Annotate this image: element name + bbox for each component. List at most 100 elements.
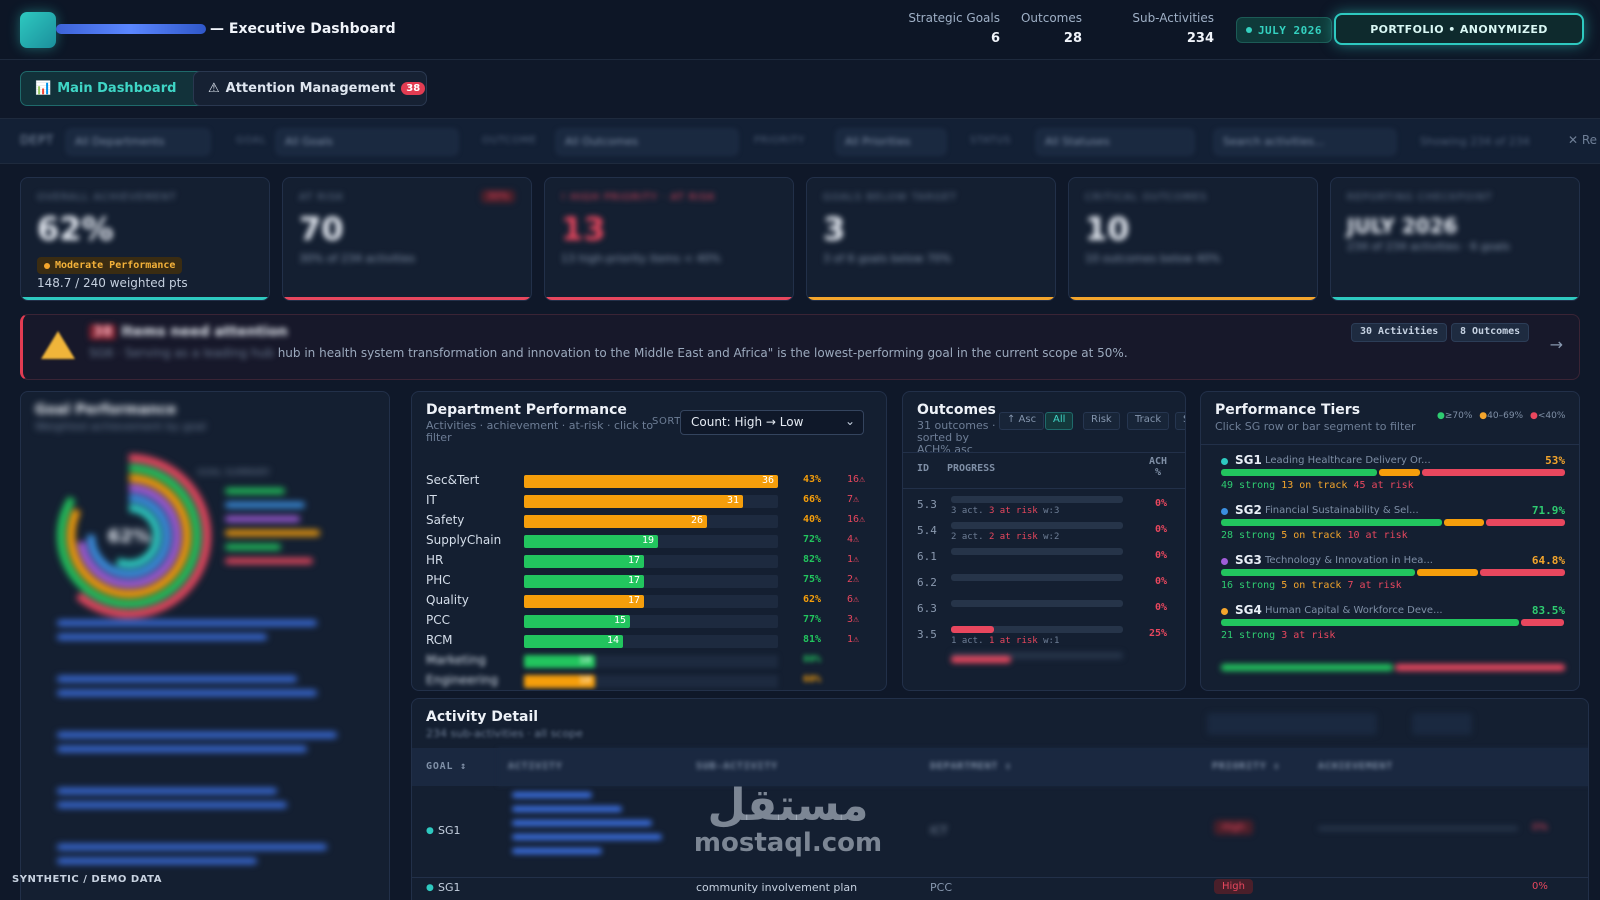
department-row[interactable]: IT 31 66% 7⚠ [426,492,868,510]
app-logo [20,12,56,48]
department-row[interactable]: Sec&Tert 36 43% 16⚠ [426,472,868,490]
department-bar[interactable]: 17 [524,575,644,588]
department-bar[interactable]: 31 [524,495,743,508]
tier-risk-segment[interactable] [1480,569,1565,576]
department-bar[interactable]: 19 [524,535,658,548]
table-row[interactable]: ● SG1 community involvement plan PCC Hig… [412,879,1588,900]
department-bar[interactable]: 10 [524,655,595,668]
kpi-goals-below-target[interactable]: GOALS BELOW TARGET 3 3 of 6 goals below … [806,177,1056,301]
department-row[interactable]: Safety 26 40% 16⚠ [426,512,868,530]
column-header-sub-activity[interactable]: SUB-ACTIVITY [696,761,778,772]
tier-strong-segment[interactable] [1221,519,1442,526]
reset-filters-button[interactable]: ✕ Re [1568,133,1598,147]
activity-search-input[interactable] [1207,713,1377,735]
outcome-ach: 25% [1148,628,1167,639]
kpi-title: AT RISK [299,192,345,203]
outcome-id: 5.4 [917,524,937,537]
filter-risk-chip[interactable]: Risk [1083,412,1120,430]
attention-outcomes-chip[interactable]: 8 Outcomes [1451,323,1530,342]
department-bar-track: 17 [524,595,778,608]
outcome-row[interactable]: 6.1 0% [903,544,1181,570]
kpi-at-risk[interactable]: AT RISK 30% 70 30% of 234 activities [282,177,532,301]
department-cell: ICT [930,824,948,837]
tab-attention-management[interactable]: ⚠ Attention Management 38 [193,71,427,106]
sort-select[interactable]: Count: High → Low ⌄ [680,410,864,435]
tier-strong-segment[interactable] [1221,569,1415,576]
tier-strong-segment[interactable] [1221,469,1377,476]
department-row[interactable]: PHC 17 75% 2⚠ [426,572,868,590]
department-row[interactable]: SupplyChain 19 72% 4⚠ [426,532,868,550]
outcome-progress-bar [951,496,1123,503]
department-bar[interactable]: 17 [524,595,644,608]
department-row[interactable]: Marketing 10 80% [426,652,868,670]
tier-row-sg3[interactable]: SG3 Technology & Innovation in Hea... 64.8… [1215,552,1565,600]
goal-dot-icon [1221,508,1228,515]
department-bar[interactable]: 14 [524,635,623,648]
department-bar[interactable]: 10 [524,675,595,688]
activity-search-input[interactable]: Search activities... [1214,129,1396,155]
page-size-select[interactable] [1412,713,1472,735]
attention-activities-chip[interactable]: 30 Activities [1351,323,1448,342]
department-row[interactable]: RCM 14 81% 1⚠ [426,632,868,650]
portfolio-button[interactable]: PORTFOLIO • ANONYMIZED [1334,13,1584,45]
sort-value: Count: High → Low [691,415,804,429]
performance-tiers-panel: Performance Tiers Click SG row or bar se… [1200,391,1580,691]
outcome-row[interactable]: 5.4 2 act. 2 at risk w:2 0% [903,518,1181,544]
goal-donut-chart[interactable]: 62% [39,446,219,626]
department-bar[interactable]: 26 [524,515,707,528]
department-filter-select[interactable]: All Departments [66,129,210,155]
tier-row-sg2[interactable]: SG2 Financial Sustainability & Sel... 71.9… [1215,502,1565,550]
kpi-accent-bar [1069,297,1317,300]
stat-value: 234 [1186,31,1214,46]
tier-risk-segment[interactable] [1521,619,1564,626]
tier-row-sg4[interactable]: SG4 Human Capital & Workforce Deve... 83.5… [1215,602,1565,650]
tier-goal-pct: 64.8% [1531,554,1565,567]
filter-s-chip[interactable]: S [1175,412,1185,430]
status-filter-select[interactable]: All Statuses [1036,129,1194,155]
outcome-row[interactable]: 6.3 0% [903,596,1181,622]
attention-banner[interactable]: 38 Items need attention SG6 · Serving as… [20,314,1580,380]
column-header-goal[interactable]: GOAL ↕ [426,761,467,772]
department-risk: 3⚠ [847,614,860,625]
department-row[interactable]: Quality 17 62% 6⚠ [426,592,868,610]
column-header-department[interactable]: DEPARTMENT ↕ [930,761,1012,772]
department-bar[interactable]: 36 [524,475,778,488]
sort-asc-chip[interactable]: ↑ Asc [999,412,1045,430]
tier-risk-segment[interactable] [1486,519,1565,526]
tier-risk-segment[interactable] [1422,469,1565,476]
column-header-priority[interactable]: PRIORITY ↕ [1212,761,1281,772]
filter-track-chip[interactable]: Track [1127,412,1170,430]
outcome-row[interactable]: 3.5 1 act. 1 at risk w:1 25% [903,622,1181,648]
department-pct: 77% [803,614,822,625]
department-bar[interactable]: 17 [524,555,644,568]
department-row[interactable]: PCC 15 77% 3⚠ [426,612,868,630]
outcome-row[interactable]: 5.3 3 act. 3 at risk w:3 0% [903,492,1181,518]
department-row[interactable]: HR 17 82% 1⚠ [426,552,868,570]
tier-track-segment[interactable] [1417,569,1478,576]
table-row[interactable]: ● SG1 ICT High 0% [412,786,1588,878]
tier-row-sg1[interactable]: SG1 Leading Healthcare Delivery Or... 53% 4… [1215,452,1565,500]
column-header-id: ID [917,463,930,474]
kpi-overall-achievement[interactable]: OVERALL ACHIEVEMENT 62% Moderate Perform… [20,177,270,301]
priority-filter-select[interactable]: All Priorities [836,129,946,155]
tab-main-dashboard[interactable]: 📊 Main Dashboard [20,71,206,106]
chevron-down-icon: ⌄ [844,414,855,428]
kpi-high-priority-at-risk[interactable]: ! HIGH PRIORITY · AT RISK 13 13 high-pri… [544,177,794,301]
tier-track-segment[interactable] [1379,469,1420,476]
tier-track-segment[interactable] [1444,519,1484,526]
tier-strong-segment[interactable] [1221,619,1519,626]
filter-all-chip[interactable]: All [1045,412,1074,430]
reporting-date-badge: JULY 2026 [1236,17,1332,43]
outcome-filter-select[interactable]: All Outcomes [556,129,738,155]
arrow-right-icon[interactable]: → [1549,335,1563,354]
department-bar[interactable]: 15 [524,615,630,628]
department-risk: 6⚠ [847,594,860,605]
goal-filter-select[interactable]: All Goals [276,129,458,155]
department-row[interactable]: Engineering 10 60% [426,672,868,690]
legend-risk: <40% [1537,411,1566,421]
attention-text-hidden: SG6 · Serving as a leading hub [89,346,274,360]
column-header-activity[interactable]: ACTIVITY [508,761,563,772]
kpi-critical-outcomes[interactable]: CRITICAL OUTCOMES 10 10 outcomes below 4… [1068,177,1318,301]
outcome-row[interactable]: 6.2 0% [903,570,1181,596]
column-header-achievement[interactable]: ACHIEVEMENT [1318,761,1394,772]
